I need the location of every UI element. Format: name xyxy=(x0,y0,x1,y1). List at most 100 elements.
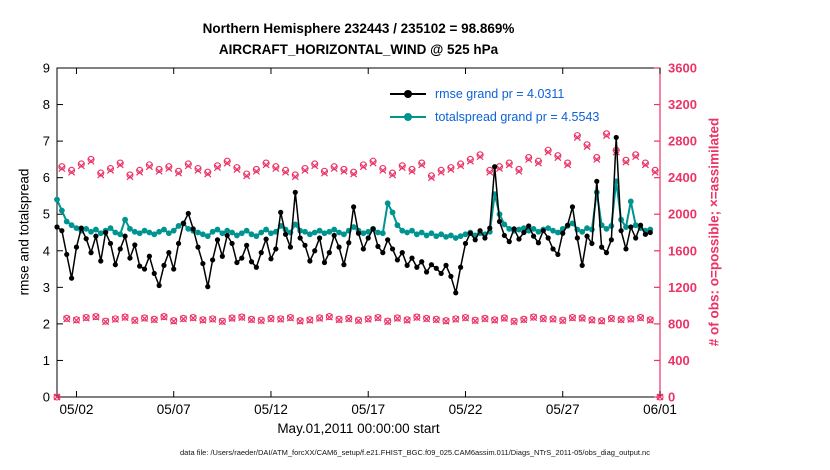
assimilated-obs-marker xyxy=(330,165,338,173)
possible-obs-marker xyxy=(291,171,299,179)
totalspread-point xyxy=(306,231,313,238)
rmse-point xyxy=(83,236,89,242)
assimilated-obs-marker xyxy=(204,170,212,178)
rmse-point xyxy=(589,240,595,247)
assimilated-obs-marker xyxy=(325,313,333,321)
totalspread-point xyxy=(413,231,420,238)
rmse-point xyxy=(521,229,527,236)
rmse-point xyxy=(200,260,206,267)
rmse-line-marker-icon xyxy=(390,89,426,98)
possible-obs-marker xyxy=(534,157,542,165)
assimilated-obs-marker xyxy=(97,171,105,179)
possible-obs-marker xyxy=(306,316,314,324)
possible-obs-marker xyxy=(350,168,358,176)
assimilated-obs-marker xyxy=(602,132,611,140)
assimilated-obs-marker xyxy=(593,155,601,163)
totalspread-point xyxy=(258,229,265,236)
assimilated-obs-marker xyxy=(87,157,95,165)
possible-obs-marker xyxy=(432,315,440,323)
assimilated-obs-marker xyxy=(442,317,450,325)
possible-obs-marker xyxy=(632,151,640,159)
assimilated-obs-marker xyxy=(505,161,513,169)
rmse-point xyxy=(516,236,522,242)
legend-label-totalspread: totalspread grand pr = 4.5543 xyxy=(435,109,600,124)
y-tick-label-left: 7 xyxy=(43,134,50,149)
x-tick-label: 05/22 xyxy=(449,402,483,417)
assimilated-obs-marker xyxy=(179,315,187,323)
assimilated-obs-marker xyxy=(247,316,256,324)
possible-obs-marker xyxy=(403,316,411,324)
x-tick-label: 06/01 xyxy=(643,402,677,417)
assimilated-obs-marker xyxy=(413,314,421,322)
possible-obs-marker xyxy=(286,313,294,322)
rmse-point xyxy=(555,251,561,258)
rmse-point xyxy=(409,255,415,261)
totalspread-point xyxy=(365,228,372,235)
assimilated-obs-marker xyxy=(213,164,222,172)
assimilated-obs-marker xyxy=(646,316,654,324)
possible-obs-marker xyxy=(121,313,129,321)
assimilated-obs-marker xyxy=(68,168,76,176)
assimilated-obs-marker xyxy=(291,173,299,181)
rmse-point xyxy=(161,262,167,268)
rmse-point xyxy=(214,237,221,243)
possible-obs-marker xyxy=(97,169,105,177)
totalspread-point xyxy=(389,209,396,216)
totalspread-point xyxy=(199,231,206,238)
y-tick-label-left: 5 xyxy=(43,207,50,222)
possible-obs-marker xyxy=(170,317,178,325)
rmse-point xyxy=(185,210,191,217)
totalspread-point xyxy=(554,229,561,236)
rmse-point xyxy=(210,257,216,263)
totalspread-point xyxy=(331,226,338,233)
y-tick-label-right: 3600 xyxy=(668,61,697,76)
y-tick-label-left: 4 xyxy=(43,243,50,258)
y-axis-right: 0 400 800 1200 1600 2000 2400 2800 3200 3600 xyxy=(654,61,697,405)
assimilated-obs-marker xyxy=(403,316,411,324)
assimilated-obs-marker xyxy=(622,158,630,166)
rmse-point xyxy=(637,222,644,228)
rmse-point xyxy=(423,269,430,275)
y-tick-label-left: 8 xyxy=(43,97,50,112)
rmse-point xyxy=(68,275,75,281)
assimilated-obs-marker xyxy=(369,159,377,167)
possible-obs-marker xyxy=(384,317,392,325)
totalspread-point xyxy=(579,228,586,235)
assimilated-obs-marker xyxy=(189,314,197,322)
assimilated-obs-marker xyxy=(131,317,139,325)
assimilated-obs-marker xyxy=(155,167,163,175)
possible-obs-marker xyxy=(622,156,630,164)
rmse-point xyxy=(438,270,444,277)
y-axis-label-left: rmse and totalspread xyxy=(16,168,32,296)
totalspread-point xyxy=(238,230,245,237)
totalspread-point xyxy=(63,218,70,225)
rmse-point xyxy=(93,233,99,239)
rmse-point xyxy=(326,250,332,256)
possible-obs-marker xyxy=(228,314,236,322)
possible-obs-marker xyxy=(252,165,260,173)
rmse-point xyxy=(122,233,128,239)
possible-obs-marker xyxy=(316,314,324,322)
totalspread-point xyxy=(341,231,347,238)
legend: rmse grand pr = 4.0311 totalspread grand… xyxy=(390,82,599,128)
possible-obs-marker xyxy=(593,154,601,162)
assimilated-obs-marker xyxy=(627,315,635,323)
possible-obs-marker xyxy=(335,315,343,323)
series-rmse xyxy=(54,134,653,296)
assimilated-obs-marker xyxy=(389,171,397,179)
totalspread-line-marker-icon xyxy=(390,112,426,121)
rmse-point xyxy=(156,282,162,289)
assimilated-obs-marker xyxy=(136,168,144,176)
assimilated-obs-marker xyxy=(427,174,435,182)
assimilated-obs-marker xyxy=(165,165,173,173)
assimilated-obs-marker xyxy=(583,143,591,151)
possible-obs-marker xyxy=(427,172,435,180)
rmse-point xyxy=(132,242,138,248)
possible-obs-marker xyxy=(136,166,144,174)
totalspread-point xyxy=(195,229,201,236)
rmse-point xyxy=(321,259,328,266)
assimilated-obs-marker xyxy=(228,314,236,323)
assimilated-obs-marker xyxy=(515,167,523,175)
totalspread-point xyxy=(209,228,216,235)
